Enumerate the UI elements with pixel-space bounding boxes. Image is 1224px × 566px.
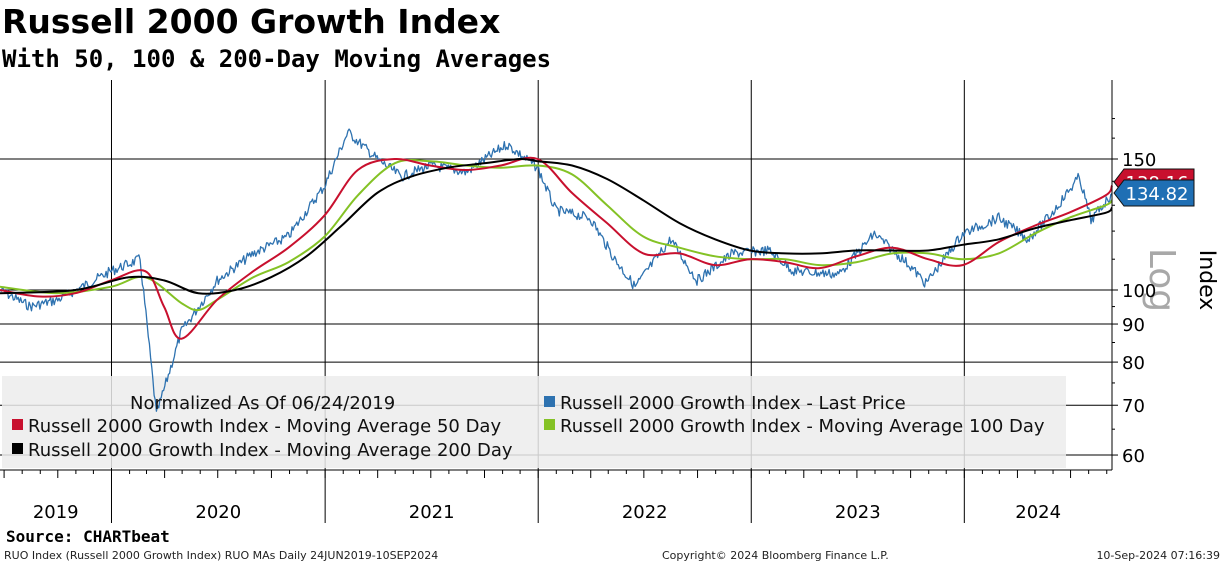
y-tick-label-100: 100: [1122, 281, 1156, 302]
footer-ticker-info: RUO Index (Russell 2000 Growth Index) RU…: [4, 549, 439, 562]
legend-entry-0: Russell 2000 Growth Index - Last Price: [560, 393, 906, 414]
series-line-2: [0, 158, 1113, 312]
chart-subtitle: With 50, 100 & 200-Day Moving Averages: [2, 45, 552, 73]
x-axis-labels: 2019 2020 2021 2022 2023 2024: [33, 502, 1061, 523]
series-lines: [0, 128, 1113, 412]
legend-box: [2, 376, 1066, 468]
x-tick-label-2021: 2021: [409, 502, 455, 523]
legend-swatch-1: [12, 419, 23, 430]
y-tick-label-70: 70: [1122, 396, 1145, 417]
x-tick-label-2019: 2019: [33, 502, 79, 523]
y-scale-label: Log: [1141, 248, 1182, 312]
series-line-0: [0, 128, 1113, 412]
legend-swatch-3: [12, 443, 23, 454]
legend-note: Normalized As Of 06/24/2019: [130, 393, 395, 414]
series-line-1: [0, 156, 1113, 340]
y-tick-label-150: 150: [1122, 150, 1156, 171]
footer-timestamp: 10-Sep-2024 07:16:39: [1096, 549, 1220, 562]
x-tick-label-2020: 2020: [195, 502, 241, 523]
y-tick-label-90: 90: [1122, 315, 1145, 336]
series-line-3: [0, 157, 1113, 295]
legend-entry-2: Russell 2000 Growth Index - Moving Avera…: [560, 416, 1045, 437]
y-tick-label-80: 80: [1122, 353, 1145, 374]
x-tick-label-2024: 2024: [1015, 502, 1061, 523]
axes: Index Log: [0, 80, 1219, 478]
source-note: Source: CHARTbeat: [6, 527, 170, 546]
legend-entry-1: Russell 2000 Growth Index - Moving Avera…: [28, 416, 501, 437]
legend-swatch-0: [544, 396, 555, 407]
chart-title: Russell 2000 Growth Index: [2, 2, 501, 41]
y-tick-label-60: 60: [1122, 446, 1145, 467]
last-value-labels: 138.16134.82: [1113, 168, 1195, 207]
y-axis-title: Index: [1194, 250, 1219, 311]
y-axis-labels: 60 70 80 90 100 150: [1122, 150, 1156, 467]
footer-copyright: Copyright© 2024 Bloomberg Finance L.P.: [662, 549, 889, 562]
last-value-text: 134.82: [1126, 184, 1189, 205]
x-tick-label-2022: 2022: [622, 502, 668, 523]
last-value-tag-shape: [1113, 179, 1195, 207]
last-value-tag-0: 134.82: [1113, 179, 1195, 207]
legend-swatch-2: [544, 419, 555, 430]
x-tick-label-2023: 2023: [835, 502, 881, 523]
legend-entry-3: Russell 2000 Growth Index - Moving Avera…: [28, 440, 513, 461]
legend: Normalized As Of 06/24/2019 Russell 2000 …: [12, 393, 1045, 461]
